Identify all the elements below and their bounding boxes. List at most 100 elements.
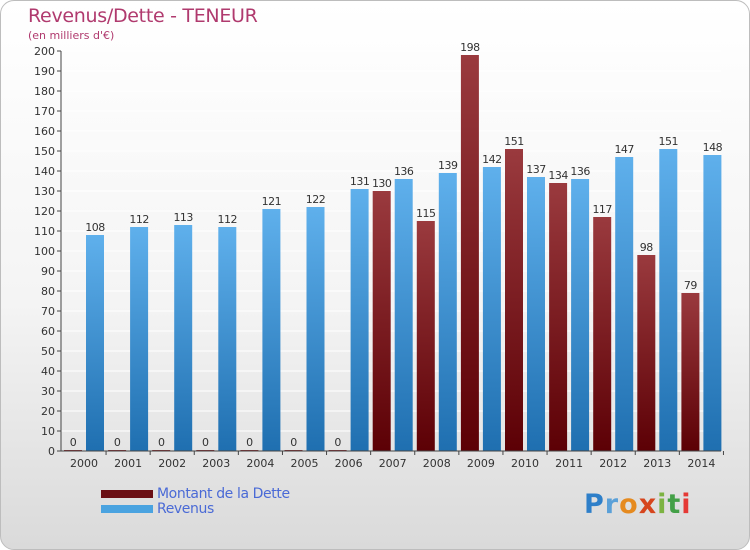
bar-revenus <box>527 177 545 451</box>
y-tick-label: 70 <box>41 305 55 318</box>
data-label-dette: 0 <box>158 436 165 449</box>
bar-revenus <box>615 157 634 451</box>
data-label-revenus: 112 <box>129 213 149 226</box>
x-tick-label: 2000 <box>70 457 98 470</box>
data-label-revenus: 137 <box>526 163 546 176</box>
x-tick-label: 2005 <box>291 457 319 470</box>
data-label-revenus: 136 <box>570 165 590 178</box>
data-label-revenus: 148 <box>703 141 723 154</box>
y-tick-label: 90 <box>41 265 55 278</box>
bar-dette <box>593 217 612 451</box>
y-tick-label: 40 <box>41 365 55 378</box>
y-tick-label: 170 <box>34 105 55 118</box>
data-label-dette: 0 <box>246 436 253 449</box>
bar-revenus <box>659 149 678 451</box>
data-label-dette: 0 <box>114 436 121 449</box>
y-tick-label: 160 <box>34 125 55 138</box>
x-tick-label: 2008 <box>423 457 451 470</box>
bar-revenus <box>86 235 104 451</box>
y-tick-label: 140 <box>34 165 55 178</box>
bar-revenus <box>262 209 281 451</box>
data-label-dette: 115 <box>416 207 436 220</box>
y-tick-label: 0 <box>48 445 55 458</box>
y-tick-label: 20 <box>41 405 55 418</box>
bar-revenus <box>174 225 193 451</box>
chart-subtitle: (en milliers d'€) <box>28 29 115 42</box>
x-tick-label: 2006 <box>335 457 363 470</box>
data-label-revenus: 112 <box>218 213 238 226</box>
bar-dette <box>416 221 435 451</box>
y-tick-label: 60 <box>41 325 55 338</box>
bar-dette <box>681 293 700 451</box>
legend-label-revenus: Revenus <box>157 501 214 517</box>
legend-swatch-dette <box>101 490 153 498</box>
data-label-dette: 98 <box>640 241 653 254</box>
data-label-dette: 0 <box>290 436 297 449</box>
y-tick-label: 50 <box>41 345 55 358</box>
x-tick-label: 2013 <box>643 457 671 470</box>
bar-dette <box>549 183 568 451</box>
data-label-revenus: 108 <box>85 221 105 234</box>
bar-revenus <box>438 173 457 451</box>
y-tick-label: 200 <box>34 45 55 58</box>
bar-revenus <box>394 179 413 451</box>
x-tick-label: 2001 <box>114 457 142 470</box>
x-tick-label: 2011 <box>555 457 583 470</box>
x-axis: 2000 2001 2002 2003 2004 2005 2006 2007 2008 2009… <box>61 450 724 470</box>
bar-revenus <box>482 167 501 451</box>
bar-revenus <box>218 227 237 451</box>
bar-dette <box>637 255 656 451</box>
data-label-dette: 117 <box>592 203 612 216</box>
data-label-revenus: 139 <box>438 159 458 172</box>
data-label-dette: 134 <box>548 169 568 182</box>
bar-revenus <box>306 207 325 451</box>
bar-revenus <box>350 189 369 451</box>
data-label-dette: 0 <box>70 436 77 449</box>
data-label-dette: 0 <box>202 436 209 449</box>
y-tick-label: 110 <box>34 225 55 238</box>
x-tick-label: 2003 <box>202 457 230 470</box>
bar-dette <box>460 55 479 451</box>
y-axis: 0 10 20 30 40 50 60 70 80 90 100 110 120 130 140 150 160… <box>34 45 62 458</box>
data-label-dette: 198 <box>460 41 480 54</box>
data-label-revenus: 136 <box>394 165 414 178</box>
y-tick-label: 80 <box>41 285 55 298</box>
x-tick-label: 2004 <box>246 457 274 470</box>
bar-revenus <box>703 155 722 451</box>
y-tick-label: 130 <box>34 185 55 198</box>
x-tick-label: 2010 <box>511 457 539 470</box>
y-tick-label: 180 <box>34 85 55 98</box>
y-tick-label: 100 <box>34 245 55 258</box>
data-label-revenus: 142 <box>482 153 502 166</box>
data-label-revenus: 121 <box>262 195 282 208</box>
bar-dette <box>372 191 391 451</box>
y-tick-label: 10 <box>41 425 55 438</box>
data-label-dette: 130 <box>372 177 392 190</box>
x-tick-label: 2002 <box>158 457 186 470</box>
data-label-revenus: 147 <box>614 143 634 156</box>
y-tick-label: 150 <box>34 145 55 158</box>
bar-revenus <box>130 227 149 451</box>
x-tick-label: 2009 <box>467 457 495 470</box>
bar-revenus <box>571 179 590 451</box>
x-tick-label: 2007 <box>379 457 407 470</box>
y-tick-label: 120 <box>34 205 55 218</box>
data-label-dette: 79 <box>684 279 697 292</box>
data-label-revenus: 151 <box>659 135 679 148</box>
legend-swatch-revenus <box>101 505 153 513</box>
chart-title: Revenus/Dette - TENEUR <box>28 5 258 27</box>
x-tick-label: 2012 <box>599 457 627 470</box>
y-tick-label: 30 <box>41 385 55 398</box>
x-tick-label: 2014 <box>687 457 715 470</box>
legend-label-dette: Montant de la Dette <box>157 486 290 502</box>
data-label-revenus: 131 <box>350 175 370 188</box>
bar-dette <box>505 149 523 451</box>
data-label-dette: 151 <box>504 135 524 148</box>
data-label-dette: 0 <box>334 436 341 449</box>
proxiti-logo: Proxiti <box>584 489 692 520</box>
data-label-revenus: 122 <box>306 193 326 206</box>
y-tick-label: 190 <box>34 65 55 78</box>
